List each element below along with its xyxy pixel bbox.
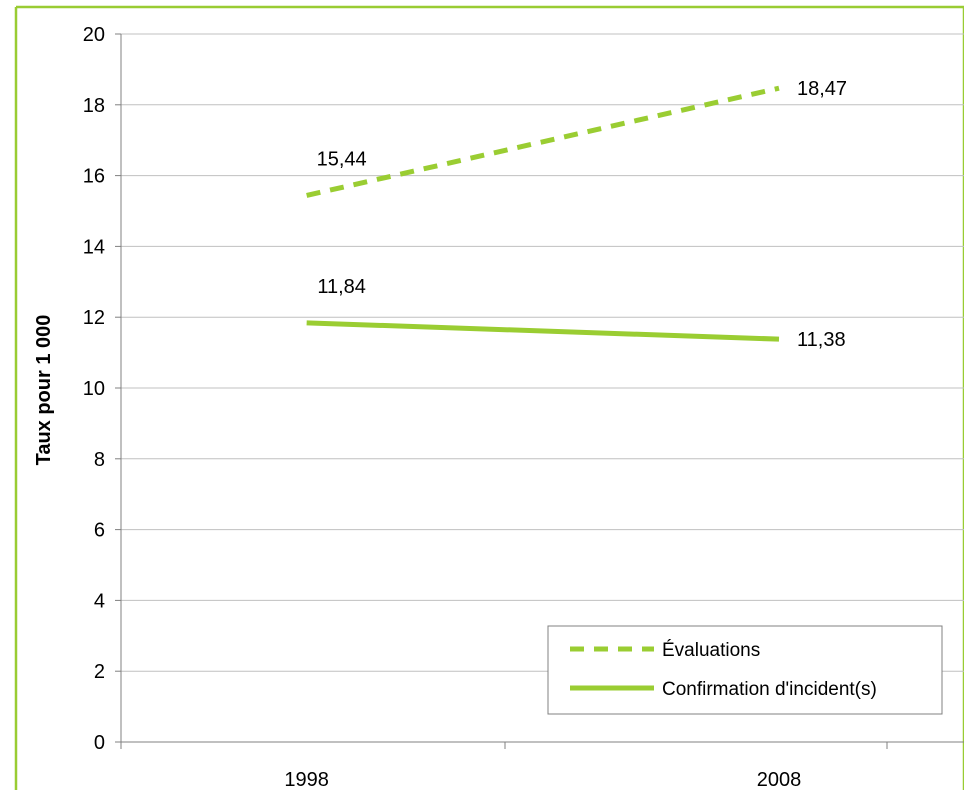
y-tick-label: 8 [94,449,105,471]
gridlines [115,33,964,743]
y-tick-label: 18 [83,95,105,117]
legend-box [547,625,943,715]
y-tick-label: 6 [94,520,105,542]
data-labels: 15,44 18,47 11,84 11,38 [317,78,847,351]
series-line-evaluations [306,85,780,198]
axes [120,34,964,749]
x-tick-labels: 1998 2008 [284,769,801,790]
data-label: 15,44 [317,148,367,170]
x-tick-label: 2008 [757,769,802,790]
y-tick-label: 14 [83,236,105,258]
legend-label-evaluations: Évaluations [662,640,760,661]
y-tick-label: 4 [94,590,105,612]
series-lines [306,85,780,342]
y-tick-labels: 0 2 4 6 8 10 12 14 16 18 20 [83,24,105,754]
data-label: 11,38 [797,329,846,351]
y-tick-label: 2 [94,661,105,683]
legend-label-confirmation: Confirmation d'incident(s) [662,679,877,700]
y-axis-label: Taux pour 1 000 [33,315,55,466]
x-tick-label: 1998 [284,769,329,790]
y-tick-label: 10 [83,378,105,400]
series-line-confirmation [306,320,780,342]
y-tick-label: 20 [83,24,105,46]
y-tick-label: 0 [94,732,105,754]
data-label: 18,47 [797,78,847,100]
legend: Évaluations Confirmation d'incident(s) [547,625,943,715]
data-label: 11,84 [317,276,366,298]
y-tick-label: 16 [83,166,105,188]
y-tick-label: 12 [83,307,105,329]
